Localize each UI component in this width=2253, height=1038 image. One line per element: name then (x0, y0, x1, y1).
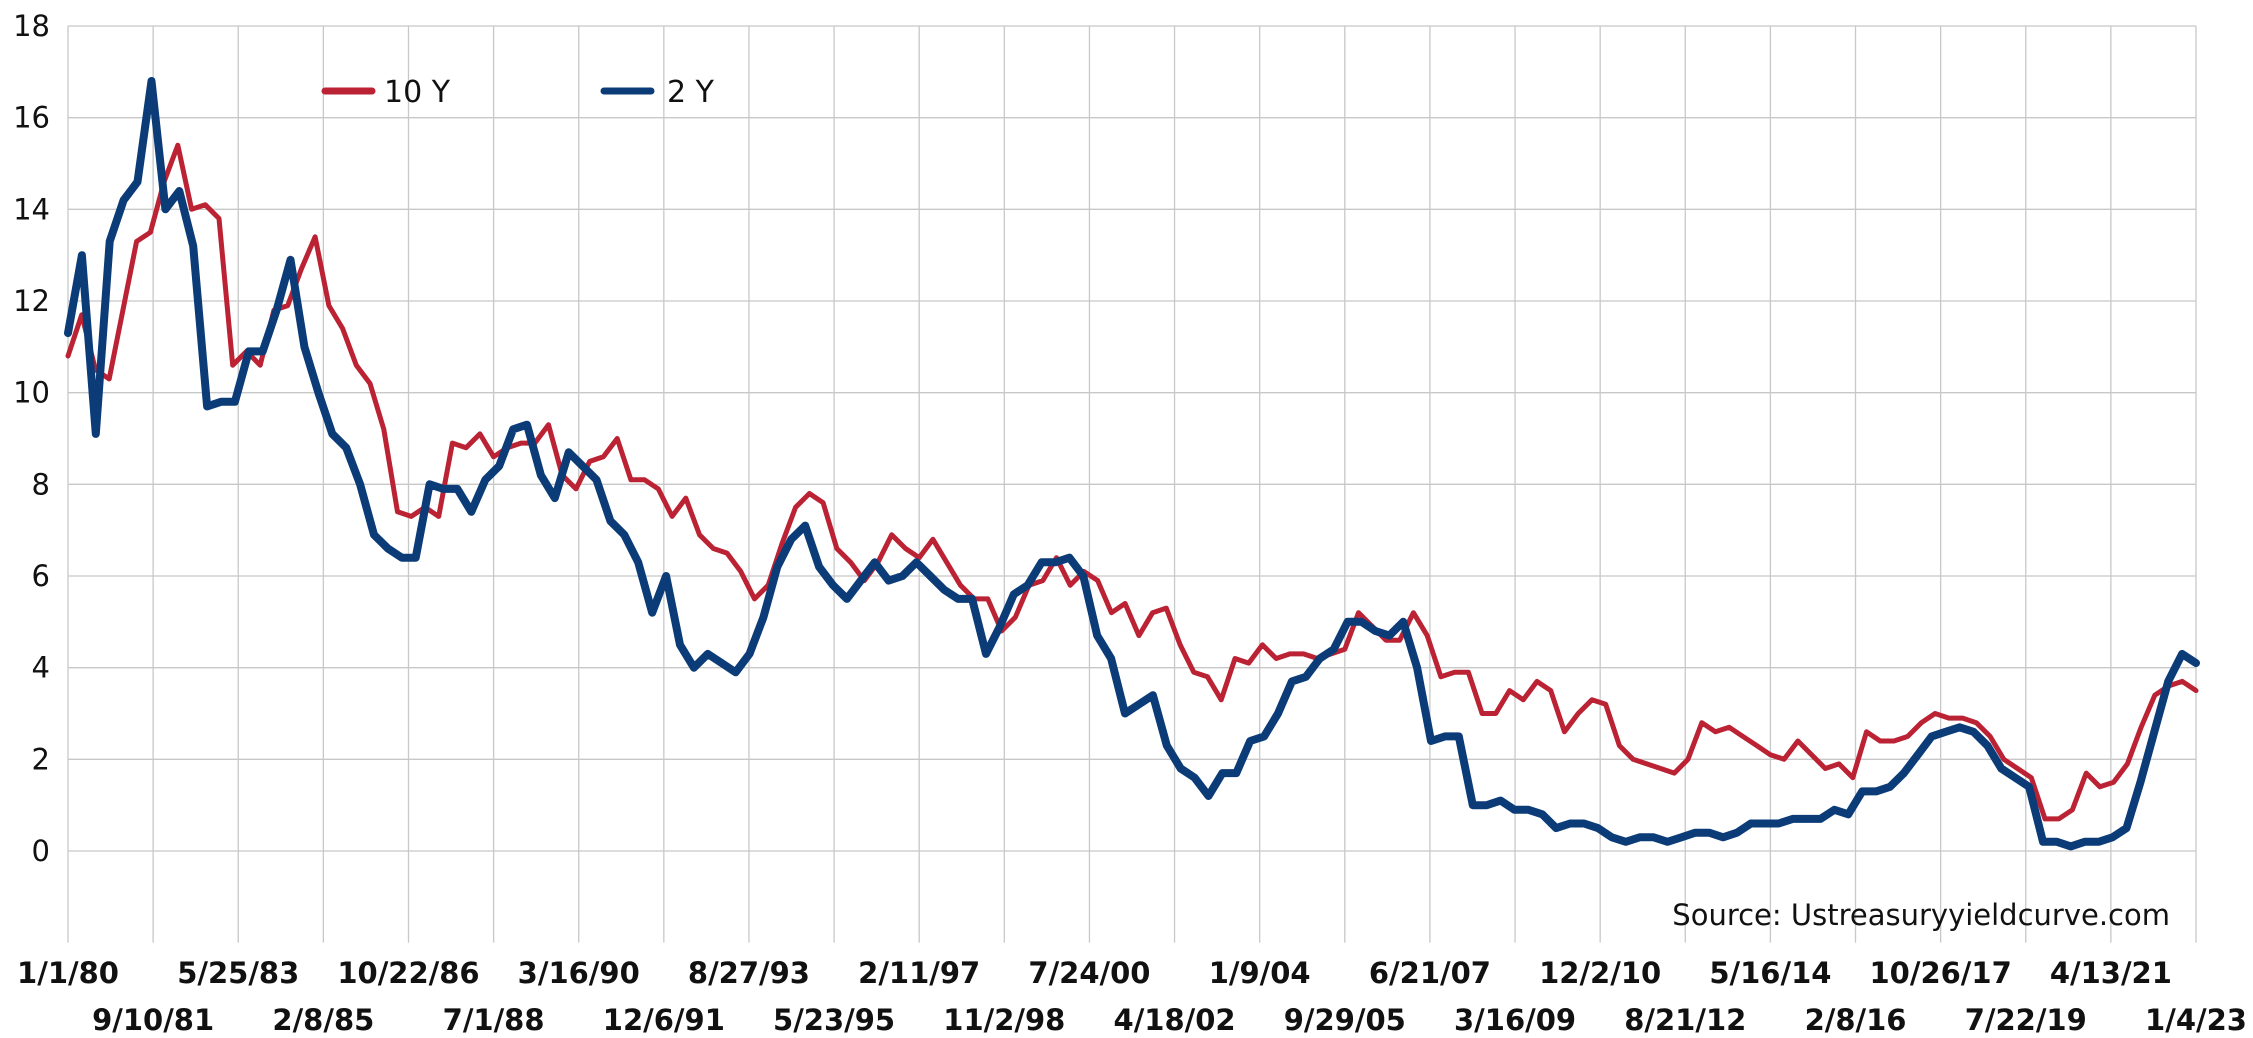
x-tick-label: 1/1/80 (17, 956, 119, 990)
x-tick-label: 5/23/95 (773, 1003, 895, 1037)
x-tick-label: 8/21/12 (1624, 1003, 1746, 1037)
x-tick-label: 2/11/97 (858, 956, 980, 990)
x-tick-label: 4/18/02 (1114, 1003, 1236, 1037)
horizontal-gridlines (68, 25, 2196, 852)
vertical-gridlines (67, 26, 2197, 943)
series-lines (64, 77, 2200, 851)
x-tick-label: 12/6/91 (603, 1003, 725, 1037)
y-tick-label: 0 (32, 834, 50, 868)
x-tick-label: 12/2/10 (1539, 956, 1661, 990)
x-tick-label: 1/4/23 (2145, 1003, 2247, 1037)
series-line-2y (64, 77, 2200, 851)
x-tick-label: 5/25/83 (177, 956, 299, 990)
y-tick-label: 14 (13, 192, 50, 226)
x-tick-label: 10/26/17 (1870, 956, 2012, 990)
series-line-10y (65, 142, 2199, 822)
y-tick-label: 10 (13, 376, 50, 410)
y-tick-label: 8 (32, 467, 50, 501)
y-tick-label: 2 (32, 742, 50, 776)
y-tick-label: 18 (13, 9, 50, 43)
x-tick-label: 4/13/21 (2050, 956, 2172, 990)
source-note: Source: Ustreasuryyieldcurve.com (1672, 898, 2170, 932)
y-tick-label: 12 (13, 284, 50, 318)
y-tick-label: 4 (32, 651, 50, 685)
x-tick-label: 11/2/98 (943, 1003, 1065, 1037)
x-tick-label: 10/22/86 (337, 956, 479, 990)
legend-label-10y: 10 Y (384, 75, 451, 110)
x-axis-tick-labels: 1/1/80 9/10/81 5/25/83 2/8/85 10/22/86 7/1/88… (17, 956, 2247, 1037)
x-tick-label: 6/21/07 (1369, 956, 1491, 990)
x-tick-label: 3/16/90 (518, 956, 640, 990)
x-tick-label: 9/29/05 (1284, 1003, 1406, 1037)
y-axis-tick-labels: 0 2 4 6 8 10 12 14 16 18 (13, 9, 50, 868)
x-tick-label: 9/10/81 (92, 1003, 214, 1037)
x-tick-label: 7/24/00 (1028, 956, 1150, 990)
x-tick-label: 3/16/09 (1454, 1003, 1576, 1037)
x-tick-label: 5/16/14 (1709, 956, 1831, 990)
legend: 10 Y 2 Y (321, 75, 715, 110)
legend-label-2y: 2 Y (667, 75, 715, 110)
y-tick-label: 6 (32, 559, 50, 593)
x-tick-label: 2/8/85 (272, 1003, 374, 1037)
x-tick-label: 1/9/04 (1209, 956, 1311, 990)
x-tick-label: 7/1/88 (443, 1003, 545, 1037)
x-tick-label: 7/22/19 (1965, 1003, 2087, 1037)
x-tick-label: 8/27/93 (688, 956, 810, 990)
y-tick-label: 16 (13, 101, 50, 135)
x-tick-label: 2/8/16 (1805, 1003, 1907, 1037)
